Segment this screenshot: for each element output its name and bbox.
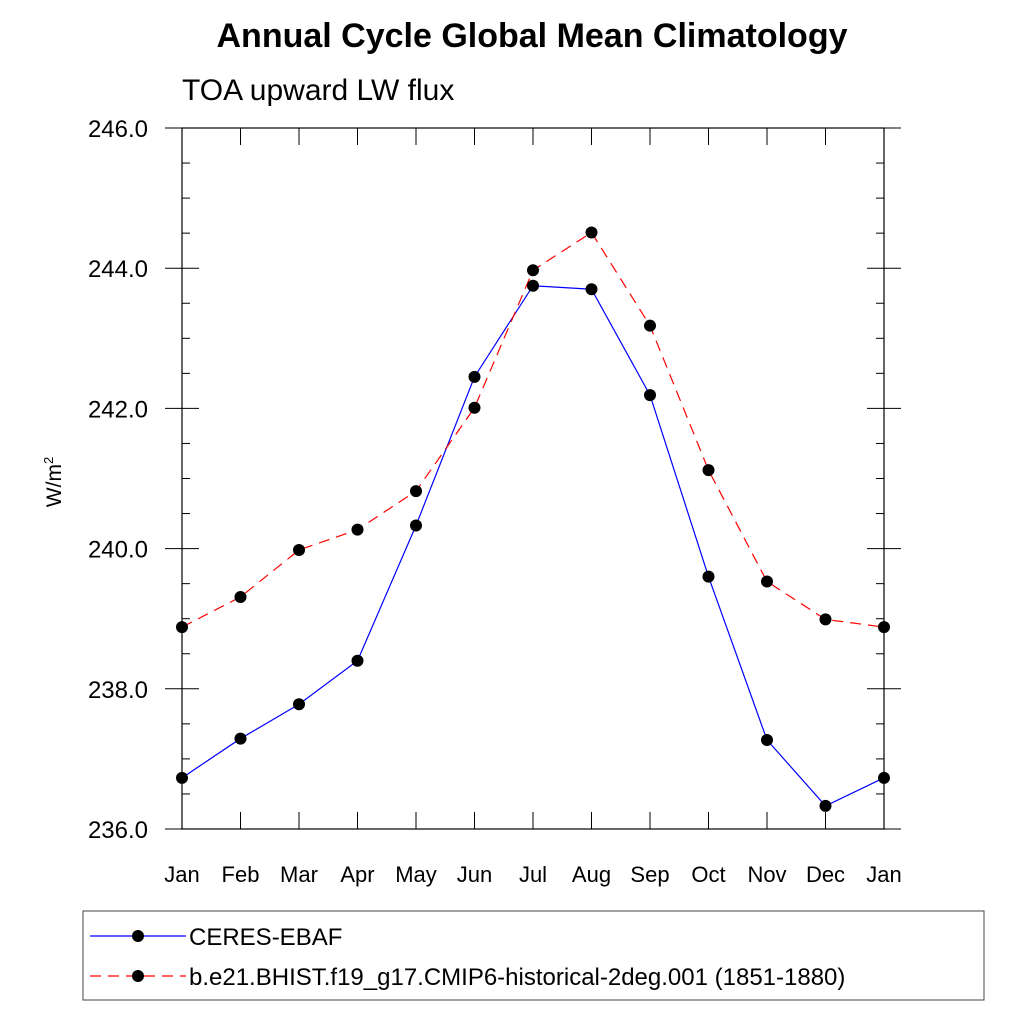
data-point-series-0 <box>585 283 598 296</box>
data-point-series-1 <box>527 264 539 277</box>
data-point-series-0 <box>527 279 539 292</box>
data-point-series-0 <box>234 732 247 745</box>
y-tick-label: 246.0 <box>88 116 148 143</box>
x-tick-label: Jul <box>519 862 547 887</box>
series-points <box>176 226 890 812</box>
x-tick-label: Apr <box>340 862 374 887</box>
plot-axes: Jan Feb Mar Apr May Jun Jul Aug Sep Oct Nov Dec Jan 2… <box>88 116 902 887</box>
legend-marker-1 <box>132 970 144 982</box>
x-tick-label: Jun <box>457 862 492 887</box>
data-point-series-0 <box>819 799 832 812</box>
data-point-series-0 <box>878 771 890 784</box>
y-tick-label: 242.0 <box>88 396 148 423</box>
data-point-series-1 <box>234 590 247 603</box>
legend-marker-0 <box>132 930 144 942</box>
data-point-series-0 <box>644 389 656 402</box>
legend: CERES-EBAF b.e21.BHIST.f19_g17.CMIP6-hist… <box>82 910 985 1001</box>
data-point-series-1 <box>585 226 598 239</box>
data-point-series-1 <box>702 464 715 477</box>
x-tick-label: Jan <box>164 862 199 887</box>
data-point-series-1 <box>176 621 188 634</box>
y-tick-label: 240.0 <box>88 537 148 564</box>
data-point-series-1 <box>410 485 422 498</box>
data-point-series-0 <box>351 654 364 667</box>
legend-label-1: b.e21.BHIST.f19_g17.CMIP6-historical-2de… <box>189 964 845 991</box>
data-point-series-1 <box>293 544 305 557</box>
x-tick-label: Nov <box>747 862 786 887</box>
x-tick-label: Oct <box>691 862 725 887</box>
chart-subtitle: TOA upward LW flux <box>182 74 454 107</box>
legend-label-0: CERES-EBAF <box>189 924 342 951</box>
data-point-series-1 <box>644 319 656 332</box>
y-tick-label: 236.0 <box>88 817 148 844</box>
data-point-series-0 <box>702 570 715 583</box>
x-tick-label: Sep <box>630 862 669 887</box>
data-point-series-0 <box>468 370 481 383</box>
data-point-series-0 <box>293 698 305 711</box>
chart-title: Annual Cycle Global Mean Climatology <box>217 17 848 55</box>
y-tick-label: 244.0 <box>88 256 148 283</box>
x-tick-label: Jan <box>866 862 901 887</box>
x-tick-label: Aug <box>572 862 611 887</box>
data-point-series-1 <box>351 523 364 536</box>
y-tick-label: 238.0 <box>88 677 148 704</box>
data-point-series-1 <box>878 621 890 634</box>
series-line-0 <box>181 285 885 807</box>
x-tick-label: May <box>395 862 437 887</box>
data-point-series-1 <box>761 575 773 588</box>
data-point-series-0 <box>410 519 422 532</box>
plot-frame <box>181 127 885 830</box>
x-tick-label: Dec <box>806 862 845 887</box>
x-tick-label: Mar <box>280 862 318 887</box>
legend-box <box>82 910 985 1001</box>
series-lines <box>181 231 885 807</box>
x-tick-label: Feb <box>222 862 260 887</box>
y-axis-label: W/m2 <box>41 457 66 507</box>
data-point-series-1 <box>819 613 832 626</box>
data-point-series-0 <box>761 733 773 746</box>
data-point-series-0 <box>176 771 188 784</box>
data-point-series-1 <box>468 401 481 414</box>
